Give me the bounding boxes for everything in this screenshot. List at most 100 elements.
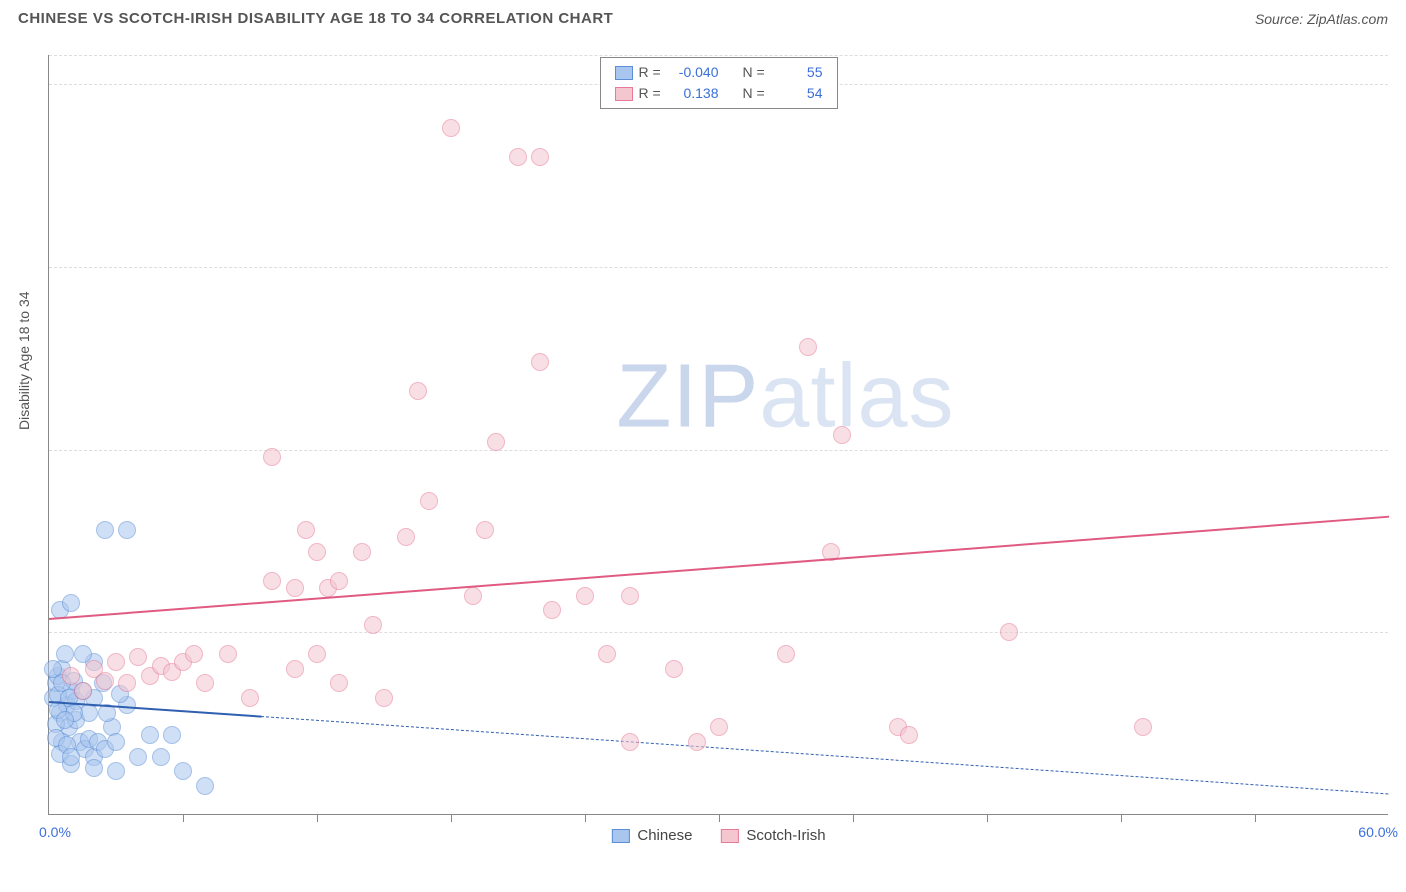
scatter-point [219, 645, 237, 663]
x-max-label: 60.0% [1358, 824, 1398, 840]
legend-series-name: Chinese [637, 827, 692, 844]
scatter-point [107, 762, 125, 780]
scatter-point [1000, 623, 1018, 641]
scatter-point [152, 748, 170, 766]
scatter-chart: ZIPatlas 12.5%25.0%37.5%50.0%0.0%60.0%R … [48, 55, 1388, 815]
y-tick-label: 50.0% [1398, 75, 1406, 91]
scatter-point [62, 748, 80, 766]
legend-r-value: -0.040 [669, 62, 719, 83]
scatter-point [107, 733, 125, 751]
legend-r-value: 0.138 [669, 83, 719, 104]
legend-item: Chinese [611, 827, 692, 844]
scatter-point [85, 759, 103, 777]
scatter-point [163, 726, 181, 744]
scatter-point [487, 433, 505, 451]
y-tick-label: 37.5% [1398, 258, 1406, 274]
x-tick [585, 814, 586, 822]
legend-n-єvalue: 55 [773, 62, 823, 83]
scatter-point [297, 521, 315, 539]
scatter-point [375, 689, 393, 707]
legend-item: Scotch-Irish [720, 827, 825, 844]
scatter-point [688, 733, 706, 751]
legend-r-label: R = [639, 83, 663, 104]
chart-source: Source: ZipAtlas.com [1255, 11, 1388, 27]
scatter-point [56, 711, 74, 729]
x-tick [183, 814, 184, 822]
scatter-point [129, 748, 147, 766]
scatter-point [442, 119, 460, 137]
trendline-extrapolated [261, 716, 1389, 794]
scatter-point [96, 672, 114, 690]
y-axis-label: Disability Age 18 to 34 [16, 291, 32, 430]
chart-header: CHINESE VS SCOTCH-IRISH DISABILITY AGE 1… [0, 0, 1406, 33]
correlation-legend: R = -0.040 N = 55 R = 0.138 N = 54 [600, 57, 838, 109]
scatter-point [621, 733, 639, 751]
gridline-horizontal [49, 632, 1388, 633]
scatter-point [196, 674, 214, 692]
x-min-label: 0.0% [39, 824, 71, 840]
legend-n-label: N = [743, 83, 767, 104]
legend-row: R = -0.040 N = 55 [615, 62, 823, 83]
scatter-point [286, 660, 304, 678]
scatter-point [241, 689, 259, 707]
x-tick [1255, 814, 1256, 822]
x-tick [853, 814, 854, 822]
scatter-point [185, 645, 203, 663]
scatter-point [330, 674, 348, 692]
scatter-point [80, 704, 98, 722]
scatter-point [900, 726, 918, 744]
scatter-point [308, 543, 326, 561]
scatter-point [710, 718, 728, 736]
scatter-point [174, 762, 192, 780]
series-legend: Chinese Scotch-Irish [611, 827, 825, 844]
scatter-point [598, 645, 616, 663]
scatter-point [62, 594, 80, 612]
scatter-point [74, 682, 92, 700]
scatter-point [576, 587, 594, 605]
watermark: ZIPatlas [616, 345, 954, 448]
scatter-point [397, 528, 415, 546]
scatter-point [777, 645, 795, 663]
scatter-point [118, 521, 136, 539]
legend-n-label: N = [743, 62, 767, 83]
legend-swatch [615, 66, 633, 80]
legend-r-label: R = [639, 62, 663, 83]
scatter-point [364, 616, 382, 634]
chart-title: CHINESE VS SCOTCH-IRISH DISABILITY AGE 1… [18, 10, 613, 27]
gridline-horizontal [49, 267, 1388, 268]
scatter-point [476, 521, 494, 539]
gridline-horizontal [49, 450, 1388, 451]
scatter-point [263, 572, 281, 590]
x-tick [317, 814, 318, 822]
scatter-point [96, 521, 114, 539]
scatter-point [799, 338, 817, 356]
legend-row: R = 0.138 N = 54 [615, 83, 823, 104]
legend-n-єvalue: 54 [773, 83, 823, 104]
y-tick-label: 25.0% [1398, 441, 1406, 457]
scatter-point [141, 726, 159, 744]
x-tick [1121, 814, 1122, 822]
scatter-point [464, 587, 482, 605]
scatter-point [543, 601, 561, 619]
gridline-horizontal [49, 55, 1388, 56]
trendline [49, 515, 1389, 619]
legend-series-name: Scotch-Irish [746, 827, 825, 844]
scatter-point [621, 587, 639, 605]
scatter-point [263, 448, 281, 466]
scatter-point [330, 572, 348, 590]
legend-swatch [720, 829, 738, 843]
scatter-point [833, 426, 851, 444]
scatter-point [509, 148, 527, 166]
scatter-point [1134, 718, 1152, 736]
scatter-point [129, 648, 147, 666]
scatter-point [118, 674, 136, 692]
scatter-point [308, 645, 326, 663]
x-tick [987, 814, 988, 822]
scatter-point [196, 777, 214, 795]
scatter-point [420, 492, 438, 510]
scatter-point [531, 353, 549, 371]
legend-swatch [611, 829, 629, 843]
scatter-point [409, 382, 427, 400]
x-tick [451, 814, 452, 822]
y-tick-label: 12.5% [1398, 623, 1406, 639]
